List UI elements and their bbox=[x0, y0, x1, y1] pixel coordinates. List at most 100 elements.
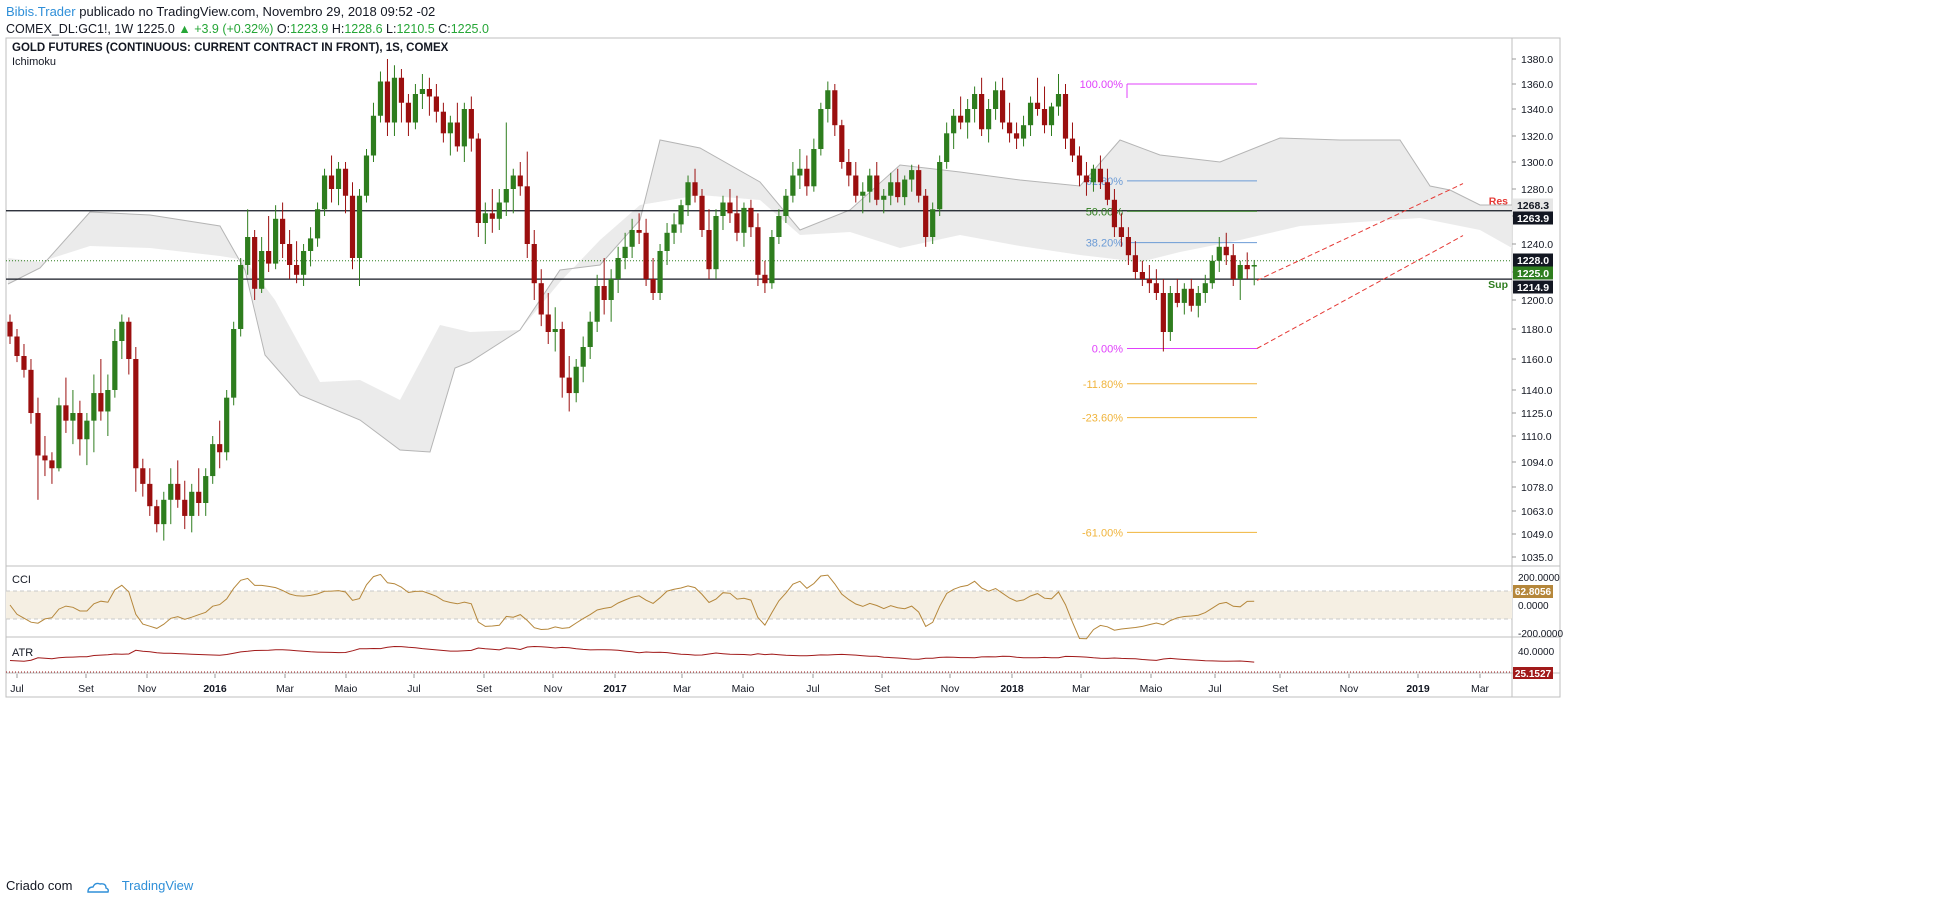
candle-body bbox=[7, 321, 13, 337]
candle-body bbox=[979, 94, 985, 130]
candle-body bbox=[909, 170, 915, 180]
chart-header: Bibis.Trader publicado no TradingView.co… bbox=[0, 0, 1956, 40]
ichimoku-span-b bbox=[7, 137, 1512, 453]
price-change: +3.9 (+0.32%) bbox=[194, 22, 274, 36]
y-tick-label: 1380.0 bbox=[1521, 54, 1553, 66]
candle-body bbox=[797, 168, 803, 176]
candle-body bbox=[259, 251, 265, 289]
candle-body bbox=[874, 175, 880, 200]
candle-body bbox=[1146, 279, 1152, 284]
candle-body bbox=[189, 491, 195, 516]
candle-body bbox=[776, 216, 782, 237]
x-tick-label: Mar bbox=[673, 683, 692, 695]
candle-body bbox=[748, 207, 754, 228]
candle-body bbox=[999, 90, 1006, 123]
candle-body bbox=[168, 483, 174, 500]
candle-body bbox=[203, 476, 209, 503]
candle-body bbox=[1132, 255, 1138, 272]
candle-body bbox=[419, 89, 426, 94]
price-label-box bbox=[1513, 198, 1553, 212]
candle-body bbox=[496, 202, 502, 219]
y-tick-label: 1078.0 bbox=[1521, 482, 1553, 494]
candle-body bbox=[1153, 283, 1159, 293]
y-tick-label: 1049.0 bbox=[1521, 529, 1553, 541]
candle-body bbox=[1202, 283, 1208, 293]
candle-body bbox=[881, 195, 887, 200]
candle-body bbox=[63, 405, 69, 421]
x-tick-label: Maio bbox=[335, 683, 358, 695]
x-tick-label: Mar bbox=[1072, 683, 1091, 695]
candle-body bbox=[363, 155, 370, 196]
x-tick-label: Jul bbox=[407, 683, 420, 695]
indicator-label: Ichimoku bbox=[12, 56, 56, 68]
tradingview-link[interactable]: TradingView bbox=[121, 878, 194, 893]
candle-body bbox=[133, 359, 139, 469]
candle-body bbox=[755, 227, 761, 275]
candle-body bbox=[252, 237, 258, 289]
candle-body bbox=[1013, 133, 1020, 139]
candle-body bbox=[91, 393, 97, 421]
candle-body bbox=[280, 218, 286, 244]
y-tick-label: 1140.0 bbox=[1521, 385, 1552, 397]
candle-body bbox=[566, 377, 572, 394]
high-label: H: bbox=[331, 22, 345, 36]
candle-body bbox=[1188, 288, 1194, 306]
fib-level-label: 0.00% bbox=[1092, 344, 1123, 356]
atr-last-box bbox=[1513, 667, 1553, 679]
channel-upper-line bbox=[1256, 183, 1464, 281]
candle-body bbox=[727, 202, 733, 214]
x-tick-label: Maio bbox=[732, 683, 755, 695]
x-tick-label: Nov bbox=[1340, 683, 1359, 695]
candle-body bbox=[224, 397, 230, 453]
candle-body bbox=[902, 179, 908, 198]
x-tick-label: 2018 bbox=[1000, 683, 1024, 695]
close-label: C: bbox=[438, 22, 451, 36]
candle-body bbox=[972, 94, 978, 109]
atr-last-label: 25.1527 bbox=[1515, 669, 1552, 680]
y-tick-label: 1094.0 bbox=[1521, 457, 1553, 469]
fib-level-label: 100.00% bbox=[1080, 79, 1124, 91]
candle-body bbox=[300, 251, 307, 275]
candle-body bbox=[440, 111, 446, 134]
open-label: O: bbox=[276, 22, 291, 36]
candle-body bbox=[161, 499, 167, 525]
candle-body bbox=[1237, 265, 1243, 279]
candle-body bbox=[706, 230, 712, 270]
y-tick-label: 1160.0 bbox=[1521, 354, 1552, 366]
candle-body bbox=[622, 246, 628, 258]
candle-body bbox=[629, 230, 635, 247]
x-tick-label: Set bbox=[874, 683, 890, 695]
candle-body bbox=[937, 162, 943, 210]
candle-body bbox=[273, 218, 279, 264]
candle-body bbox=[1174, 293, 1180, 303]
candle-body bbox=[182, 499, 188, 516]
candle-body bbox=[433, 96, 439, 112]
candle-body bbox=[636, 230, 642, 233]
candle-body bbox=[825, 90, 831, 109]
candle-body bbox=[587, 321, 593, 347]
candle-body bbox=[349, 195, 356, 258]
candle-body bbox=[307, 238, 314, 251]
x-tick-label: Maio bbox=[1140, 683, 1163, 695]
candle-body bbox=[1083, 175, 1090, 183]
candle-body bbox=[84, 420, 90, 440]
candle-body bbox=[734, 213, 740, 233]
published-text: publicado no TradingView.com, Novembro 2… bbox=[79, 4, 436, 19]
candle-body bbox=[175, 483, 181, 500]
candle-body bbox=[944, 133, 950, 162]
candle-body bbox=[713, 216, 719, 270]
candle-body bbox=[1020, 125, 1027, 139]
price-label-box bbox=[1513, 280, 1553, 294]
fib-level-label: -61.00% bbox=[1082, 527, 1123, 539]
y-tick-label: 1110.0 bbox=[1521, 431, 1552, 443]
y-tick-label: 1280.0 bbox=[1521, 184, 1553, 196]
candle-body bbox=[594, 286, 600, 322]
cci-tick-label: 0.0000 bbox=[1518, 601, 1549, 612]
author-link[interactable]: Bibis.Trader bbox=[6, 4, 76, 19]
candle-body bbox=[951, 115, 957, 134]
price-label-text: 1263.9 bbox=[1517, 213, 1549, 225]
candle-body bbox=[657, 251, 663, 293]
candle-body bbox=[245, 237, 251, 265]
x-tick-label: Mar bbox=[1471, 683, 1490, 695]
